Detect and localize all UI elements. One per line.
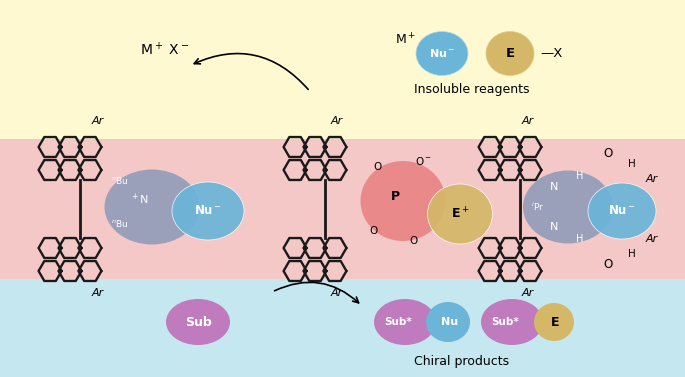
Ellipse shape (588, 183, 656, 239)
Text: E: E (551, 316, 559, 328)
Text: Nu$^-$: Nu$^-$ (429, 48, 456, 60)
Text: Sub: Sub (185, 316, 212, 328)
Text: Nu: Nu (441, 317, 458, 327)
Ellipse shape (486, 32, 534, 75)
Text: Nu$^-$: Nu$^-$ (194, 204, 222, 218)
Ellipse shape (426, 302, 470, 342)
Ellipse shape (166, 299, 230, 345)
Text: O$^-$: O$^-$ (414, 155, 432, 167)
Text: Chiral products: Chiral products (414, 354, 510, 368)
Text: H: H (628, 249, 636, 259)
Text: Sub*: Sub* (491, 317, 519, 327)
Text: Ar: Ar (92, 288, 104, 298)
Text: Ar: Ar (646, 234, 658, 244)
Text: P: P (390, 190, 399, 204)
Text: $^+$N: $^+$N (130, 192, 149, 207)
Text: Insoluble reagents: Insoluble reagents (414, 83, 530, 96)
Text: O: O (603, 147, 612, 161)
Text: Ar: Ar (92, 116, 104, 126)
Ellipse shape (534, 303, 574, 341)
Ellipse shape (416, 32, 468, 75)
Bar (0, 0, 685, 139)
Text: $^n$Bu: $^n$Bu (111, 219, 129, 230)
Text: H: H (576, 234, 584, 244)
Text: Ar: Ar (646, 174, 658, 184)
Text: E$^+$: E$^+$ (451, 206, 469, 222)
Text: Ar: Ar (331, 116, 343, 126)
Text: H: H (576, 171, 584, 181)
Text: —X: —X (541, 47, 563, 60)
Ellipse shape (523, 170, 613, 244)
Text: O: O (373, 162, 381, 172)
Ellipse shape (481, 299, 543, 345)
Ellipse shape (374, 299, 436, 345)
Ellipse shape (172, 182, 244, 240)
Text: M$^+$ X$^-$: M$^+$ X$^-$ (140, 41, 190, 58)
Ellipse shape (427, 184, 493, 244)
Text: Ar: Ar (522, 288, 534, 298)
Ellipse shape (105, 170, 199, 245)
Text: E: E (506, 47, 514, 60)
Text: Ar: Ar (331, 288, 343, 298)
Text: O: O (603, 257, 612, 271)
Text: $^n$Bu: $^n$Bu (111, 176, 129, 187)
Text: N: N (550, 222, 558, 232)
Text: H: H (628, 159, 636, 169)
Text: Sub*: Sub* (384, 317, 412, 327)
Text: O: O (409, 236, 417, 246)
Text: $^i$Pr: $^i$Pr (532, 201, 545, 213)
Text: Ar: Ar (522, 116, 534, 126)
Text: N: N (550, 182, 558, 192)
Bar (0, 279, 685, 377)
Bar (0, 139, 685, 279)
Text: M$^+$: M$^+$ (395, 32, 416, 47)
Text: Nu$^-$: Nu$^-$ (608, 204, 636, 218)
Text: O: O (369, 226, 377, 236)
Ellipse shape (360, 161, 445, 241)
